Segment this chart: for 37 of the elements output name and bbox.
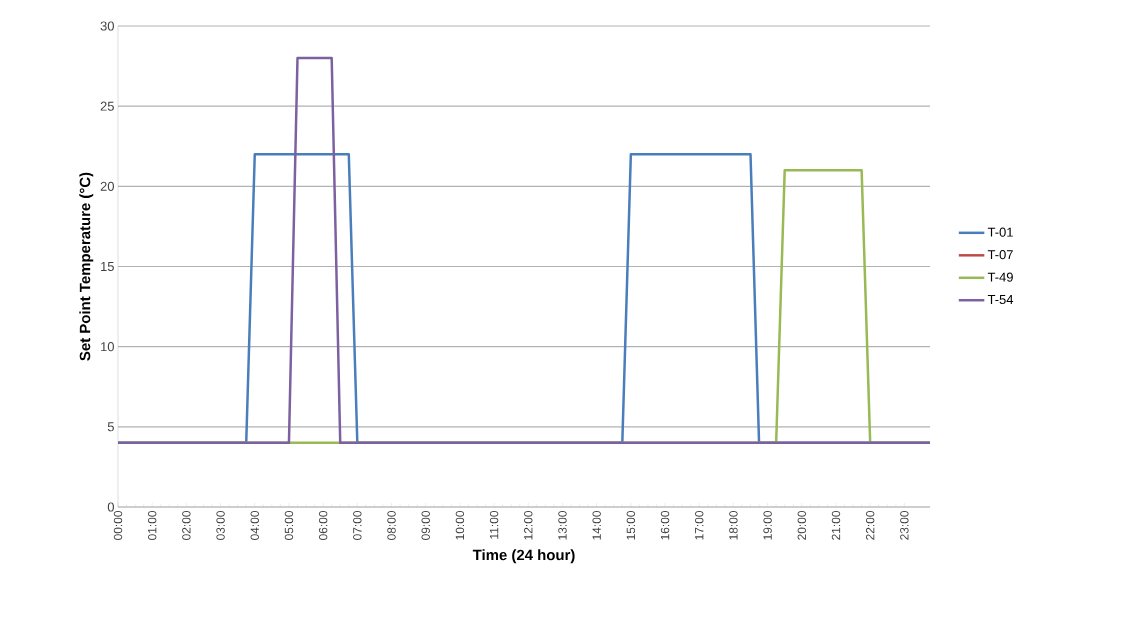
x-tick-label: 18:00 (729, 510, 738, 540)
x-tick-label: 22:00 (865, 510, 875, 540)
legend-label: T-01 (987, 227, 1013, 237)
x-tick-label: 23:00 (900, 510, 909, 540)
x-tick-label: 14:00 (592, 510, 601, 540)
legend-label: T-54 (987, 295, 1014, 305)
x-tick-label: 00:00 (113, 510, 123, 540)
x-tick-label: 01:00 (147, 510, 157, 540)
x-axis-title: Time (24 hour) (472, 549, 575, 564)
y-tick-label: 10 (101, 342, 114, 352)
x-tick-label: 17:00 (695, 510, 704, 540)
y-tick-label: 15 (101, 261, 114, 272)
x-tick-label: 08:00 (387, 510, 396, 540)
x-tick-label: 20:00 (797, 510, 807, 540)
x-tick-label: 15:00 (626, 510, 636, 540)
y-tick-label: 30 (100, 21, 114, 31)
x-tick-label: 21:00 (831, 510, 841, 540)
y-tick-label: 20 (100, 181, 114, 191)
y-tick-label: 0 (107, 502, 114, 512)
x-tick-label: 19:00 (763, 510, 772, 540)
x-tick-label: 10:00 (455, 510, 465, 540)
legend-label: T-49 (987, 272, 1013, 282)
x-tick-label: 02:00 (182, 510, 191, 540)
x-tick-label: 04:00 (250, 510, 259, 540)
x-tick-label: 12:00 (524, 510, 533, 540)
x-tick-label: 11:00 (489, 510, 499, 539)
x-tick-label: 06:00 (318, 510, 328, 540)
x-tick-label: 13:00 (558, 510, 567, 540)
legend-label: T-07 (987, 250, 1013, 260)
y-tick-label: 5 (107, 422, 114, 432)
x-tick-label: 05:00 (284, 510, 294, 540)
x-tick-label: 09:00 (421, 510, 430, 540)
x-tick-label: 07:00 (353, 510, 362, 540)
y-tick-label: 25 (100, 101, 114, 111)
y-axis-title: Set Point Temperature (°C) (79, 172, 94, 361)
x-tick-label: 03:00 (216, 510, 225, 540)
x-tick-label: 16:00 (660, 510, 670, 540)
